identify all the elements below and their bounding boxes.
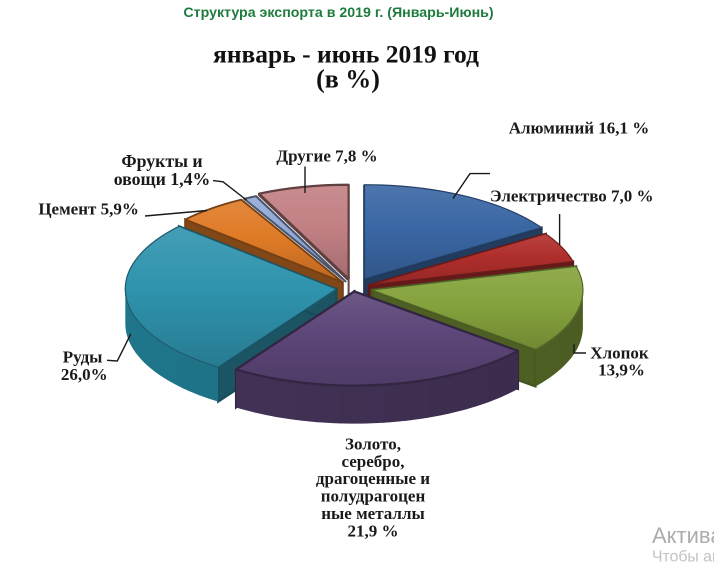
svg-text:(в %): (в %) bbox=[316, 65, 380, 94]
svg-text:Цемент 5,9%: Цемент 5,9% bbox=[38, 200, 139, 219]
svg-text:Электричество 7,0 %: Электричество 7,0 % bbox=[490, 186, 654, 205]
svg-text:Актива: Актива bbox=[652, 523, 714, 548]
svg-text:Чтобы активировать: Чтобы активировать bbox=[652, 549, 714, 566]
svg-text:26,0%: 26,0% bbox=[61, 365, 108, 384]
svg-text:Другие 7,8 %: Другие 7,8 % bbox=[276, 147, 377, 166]
svg-text:овощи 1,4%: овощи 1,4% bbox=[114, 169, 211, 189]
svg-text:серебро,: серебро, bbox=[341, 452, 404, 471]
svg-text:Руды: Руды bbox=[63, 348, 103, 367]
svg-text:Золото,: Золото, bbox=[345, 434, 401, 453]
svg-text:драгоценные и: драгоценные и bbox=[316, 469, 430, 488]
svg-text:Фрукты и: Фрукты и bbox=[121, 151, 202, 171]
svg-text:Алюминий 16,1 %: Алюминий 16,1 % bbox=[509, 119, 650, 138]
svg-text:ные металлы: ные металлы bbox=[321, 504, 425, 523]
svg-text:Хлопок: Хлопок bbox=[590, 343, 649, 362]
svg-text:21,9 %: 21,9 % bbox=[348, 521, 399, 540]
svg-text:13,9%: 13,9% bbox=[598, 361, 645, 380]
svg-text:полудрагоцен: полудрагоцен bbox=[321, 487, 426, 506]
svg-text:январь - июнь 2019 год: январь - июнь 2019 год bbox=[213, 39, 479, 68]
svg-text:Структура экспорта в 2019 г. (: Структура экспорта в 2019 г. (Январь-Июн… bbox=[183, 5, 493, 21]
